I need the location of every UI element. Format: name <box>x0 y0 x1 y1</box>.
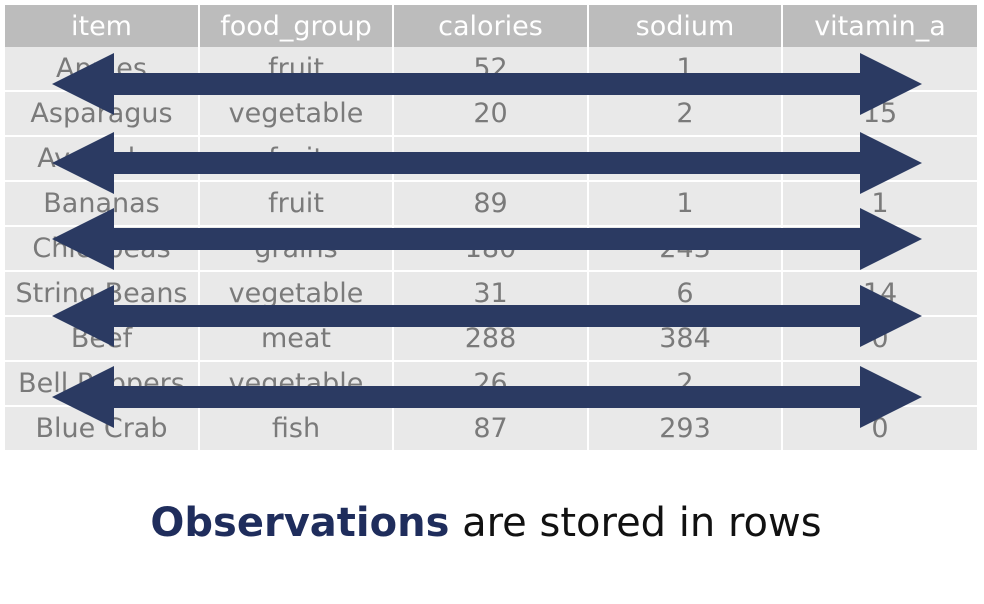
cell-sodium: 1 <box>588 181 783 227</box>
cell-food-group: meat <box>199 316 394 362</box>
table-body: Apples fruit 52 1 Asparagus vegetable 20 2 15 Avo… <box>5 47 977 452</box>
cell-vitamin-a <box>782 361 977 407</box>
cell-vitamin-a <box>782 136 977 182</box>
cell-food-group: fish <box>199 406 394 452</box>
cell-vitamin-a <box>782 47 977 92</box>
cell-calories: 288 <box>393 316 589 362</box>
cell-calories: 89 <box>393 181 589 227</box>
cell-sodium: 384 <box>588 316 783 362</box>
cell-vitamin-a: 0 <box>782 406 977 452</box>
column-header-item: item <box>5 5 200 47</box>
table-row: Bananas fruit 89 1 1 <box>5 181 977 227</box>
cell-item: Blue Crab <box>5 406 200 452</box>
table-row: Avocados fruit <box>5 136 977 182</box>
cell-food-group: vegetable <box>199 271 394 317</box>
cell-calories: 31 <box>393 271 589 317</box>
cell-item: Bell Peppers <box>5 361 200 407</box>
column-header-vitamin-a: vitamin_a <box>782 5 977 47</box>
cell-food-group: fruit <box>199 181 394 227</box>
cell-vitamin-a: 0 <box>782 316 977 362</box>
cell-item: Chickpeas <box>5 226 200 272</box>
cell-vitamin-a <box>782 226 977 272</box>
cell-calories: 180 <box>393 226 589 272</box>
cell-vitamin-a: 1 <box>782 181 977 227</box>
caption-emphasis: Observations <box>150 500 450 546</box>
cell-food-group: fruit <box>199 47 394 92</box>
cell-item: String Beans <box>5 271 200 317</box>
data-table: item food_group calories sodium vitamin_… <box>5 5 977 452</box>
cell-calories: 87 <box>393 406 589 452</box>
column-header-calories: calories <box>393 5 589 47</box>
column-header-food-group: food_group <box>199 5 394 47</box>
table-row: Bell Peppers vegetable 26 2 <box>5 361 977 407</box>
cell-food-group: fruit <box>199 136 394 182</box>
cell-item: Bananas <box>5 181 200 227</box>
cell-sodium: 2 <box>588 361 783 407</box>
cell-vitamin-a: 15 <box>782 91 977 137</box>
cell-sodium: 6 <box>588 271 783 317</box>
table-row: Apples fruit 52 1 <box>5 47 977 92</box>
cell-calories <box>393 136 589 182</box>
table-row: String Beans vegetable 31 6 14 <box>5 271 977 317</box>
table-row: Chickpeas grains 180 243 <box>5 226 977 272</box>
cell-item: Asparagus <box>5 91 200 137</box>
table-row: Asparagus vegetable 20 2 15 <box>5 91 977 137</box>
cell-sodium <box>588 136 783 182</box>
cell-sodium: 293 <box>588 406 783 452</box>
cell-food-group: vegetable <box>199 91 394 137</box>
cell-item: Avocados <box>5 136 200 182</box>
cell-food-group: vegetable <box>199 361 394 407</box>
cell-calories: 20 <box>393 91 589 137</box>
caption: Observations are stored in rows <box>0 500 972 546</box>
cell-item: Beef <box>5 316 200 362</box>
column-header-sodium: sodium <box>588 5 783 47</box>
cell-item: Apples <box>5 47 200 92</box>
cell-vitamin-a: 14 <box>782 271 977 317</box>
header-row: item food_group calories sodium vitamin_… <box>5 5 977 47</box>
cell-sodium: 243 <box>588 226 783 272</box>
cell-sodium: 1 <box>588 47 783 92</box>
cell-sodium: 2 <box>588 91 783 137</box>
cell-calories: 52 <box>393 47 589 92</box>
cell-food-group: grains <box>199 226 394 272</box>
caption-text: are stored in rows <box>449 500 822 546</box>
table-row: Beef meat 288 384 0 <box>5 316 977 362</box>
table-row: Blue Crab fish 87 293 0 <box>5 406 977 452</box>
cell-calories: 26 <box>393 361 589 407</box>
